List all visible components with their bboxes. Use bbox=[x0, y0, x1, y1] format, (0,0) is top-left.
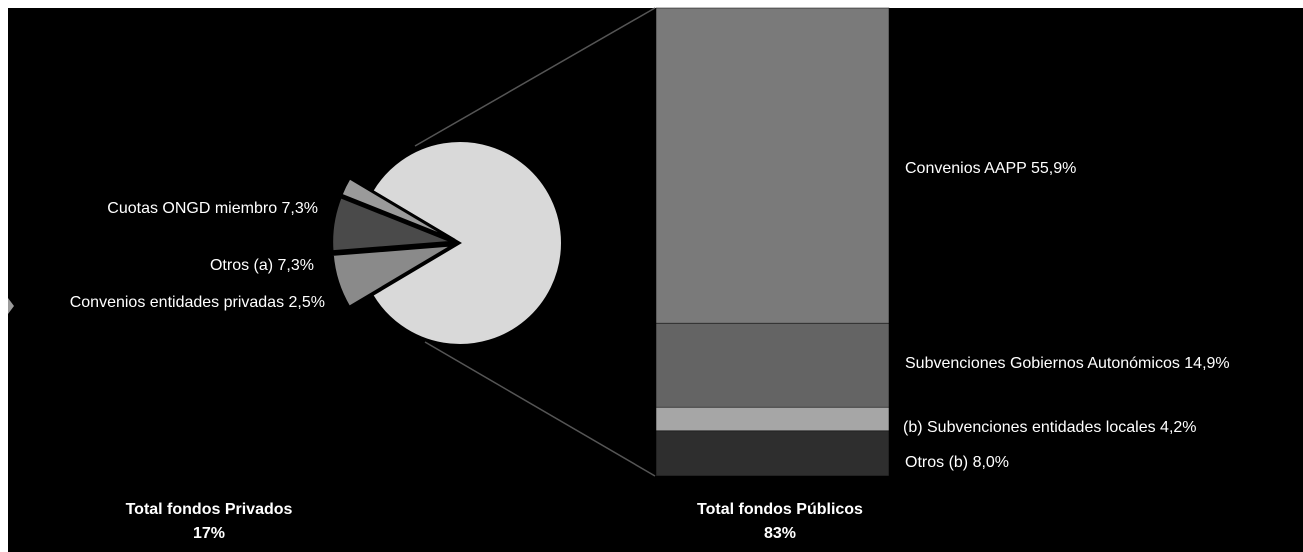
pie-slice-cuotas-ongd bbox=[330, 243, 456, 310]
pie-label-otros-a: Otros (a) 7,3% bbox=[210, 257, 314, 274]
pie-slice-otros-a bbox=[330, 194, 455, 254]
bar-label-convenios-aapp: Convenios AAPP 55,9% bbox=[905, 160, 1076, 177]
bar-segment-subvenciones-locales bbox=[655, 406, 890, 432]
total-publicos-value: 83% bbox=[764, 525, 796, 542]
left-edge-marker-icon bbox=[8, 298, 14, 314]
pie bbox=[330, 140, 563, 346]
bar-segment-subvenciones-autonomicos bbox=[655, 322, 890, 408]
connector-line-bottom bbox=[424, 341, 656, 477]
pie-label-convenios-privadas: Convenios entidades privadas 2,5% bbox=[70, 294, 325, 311]
pie-label-cuotas-ongd: Cuotas ONGD miembro 7,3% bbox=[107, 200, 318, 217]
connector-line-top bbox=[414, 7, 656, 147]
bar-label-subvenciones-locales: (b) Subvenciones entidades locales 4,2% bbox=[903, 419, 1197, 436]
total-publicos-label: Total fondos Públicos bbox=[697, 501, 863, 518]
bar-segment-otros-b bbox=[655, 430, 890, 477]
stacked-bar bbox=[655, 7, 890, 477]
bar-label-otros-b: Otros (b) 8,0% bbox=[905, 454, 1009, 471]
pie-slice-convenios-privadas bbox=[338, 175, 456, 242]
total-privados-value: 17% bbox=[193, 525, 225, 542]
bar-label-subvenciones-autonomicos: Subvenciones Gobiernos Autonómicos 14,9% bbox=[905, 355, 1230, 372]
plot-background bbox=[8, 8, 1303, 552]
pie-slice-remainder bbox=[370, 140, 563, 346]
total-privados-label: Total fondos Privados bbox=[126, 501, 293, 518]
bar-segment-convenios-aapp bbox=[655, 7, 890, 324]
